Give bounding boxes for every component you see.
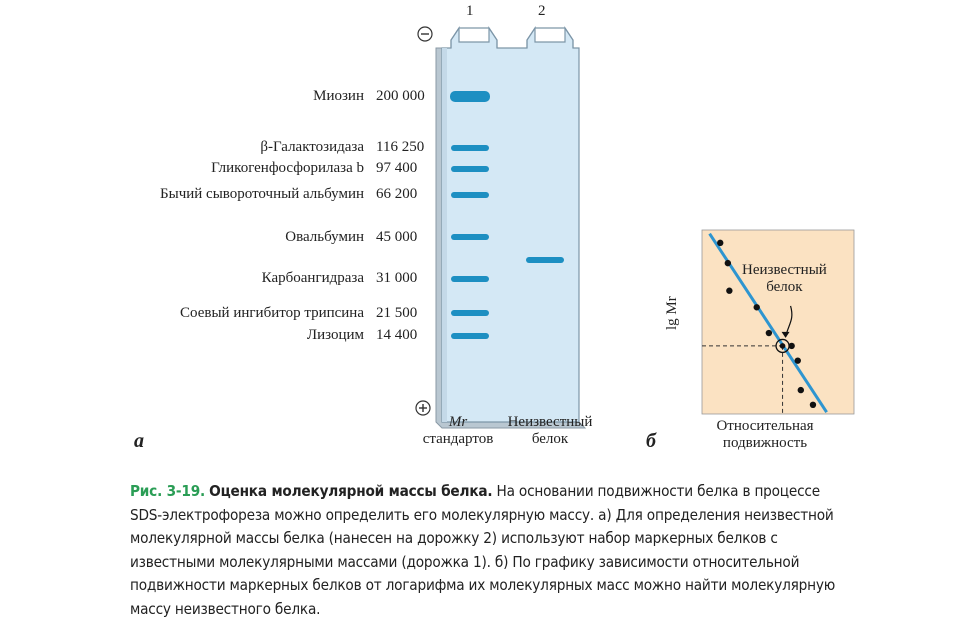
plot-xlabel-line1: Относительная	[716, 418, 814, 434]
band-unknown-protein	[526, 257, 564, 263]
lane2-label-line1: Неизвестный	[507, 414, 593, 430]
figure-caption: Рис. 3-19. Оценка молекулярной массы бел…	[130, 480, 850, 622]
marker-name: Овальбумин	[285, 229, 364, 245]
marker-name: Миозин	[313, 88, 364, 104]
marker-name: Карбоангидраза	[261, 270, 364, 286]
mr-symbol: Mr	[448, 414, 468, 430]
band-myosin	[450, 91, 490, 102]
marker-mass: 97 400	[376, 160, 418, 176]
data-point	[809, 401, 817, 408]
panel-letter-a: а	[134, 430, 144, 452]
marker-mass: 116 250	[376, 139, 425, 155]
annotation-line2: белок	[766, 279, 803, 295]
data-point	[726, 287, 733, 294]
band-albumin	[451, 192, 489, 198]
data-point	[797, 386, 804, 394]
marker-name: Бычий сывороточный альбумин	[160, 186, 364, 202]
marker-mass: 66 200	[376, 186, 418, 202]
data-point	[765, 329, 773, 337]
marker-mass: 31 000	[376, 270, 418, 286]
data-point	[753, 304, 760, 311]
mobility-plot	[701, 229, 855, 415]
marker-mass: 45 000	[376, 229, 418, 245]
caption-title: Оценка молекулярной массы белка.	[209, 482, 493, 500]
plot-xlabel: Относительная подвижность	[695, 418, 835, 452]
data-point	[717, 239, 724, 247]
marker-mass: 14 400	[376, 327, 418, 343]
marker-name: Соевый ингибитор трипсина	[180, 305, 364, 321]
band-galactosidase	[451, 145, 489, 151]
lane-number-1: 1	[466, 3, 474, 19]
gel-figure	[415, 26, 587, 429]
annotation-line1: Неизвестный	[742, 262, 827, 278]
plot-ylabel-text: lg Mr	[664, 296, 680, 330]
well-2	[526, 27, 574, 48]
marker-name: Лизоцим	[306, 327, 364, 343]
band-carbonic-anhydrase	[451, 276, 489, 282]
annotation-arrow-head	[781, 331, 790, 338]
well-1	[450, 27, 498, 48]
unknown-point-ring	[775, 338, 790, 354]
data-point	[788, 342, 795, 350]
band-phosphorylase	[451, 166, 489, 172]
caption-body: На основании подвижности белка в процесс…	[130, 482, 836, 618]
gel-slab	[441, 26, 580, 423]
lane1-label: Mr стандартов	[408, 414, 508, 448]
unknown-point	[779, 343, 786, 349]
data-point	[794, 357, 801, 364]
marker-mass: 21 500	[376, 305, 418, 321]
lane-number-2: 2	[538, 3, 546, 19]
band-lysozyme	[451, 333, 489, 339]
plot-ylabel: lg Mr	[664, 296, 694, 360]
plot-xlabel-line2: подвижность	[722, 435, 808, 451]
gel-edge	[442, 48, 447, 422]
lane2-label-line2: белок	[531, 431, 569, 447]
unknown-annotation: Неизвестный белок	[742, 262, 827, 296]
lane1-label-sub: стандартов	[422, 431, 494, 447]
panel-letter-b: б	[646, 430, 656, 452]
caption-figure-ref: Рис. 3-19.	[130, 482, 206, 500]
data-point	[724, 259, 732, 267]
lane2-label: Неизвестный белок	[495, 414, 605, 448]
marker-name: β-Галактозидаза	[260, 139, 364, 155]
band-ovalbumin	[451, 234, 489, 240]
marker-mass: 200 000	[376, 88, 425, 104]
marker-name: Гликогенфосфорилаза b	[211, 160, 364, 176]
band-trypsin-inhibitor	[451, 310, 489, 316]
